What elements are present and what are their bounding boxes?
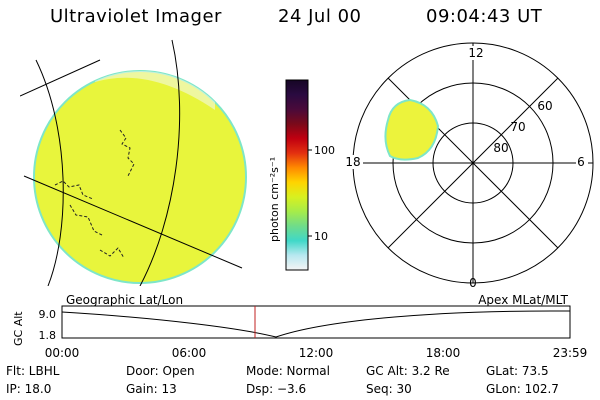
date-label: 24 Jul 00 (278, 6, 362, 27)
latitude-line (20, 59, 101, 97)
altitude-timeline: Geographic Lat/Lon Apex MLat/MLT GC Alt … (12, 293, 587, 360)
filter-info: Flt: LBHL (6, 364, 60, 378)
colorbar: 100 10 photon cm⁻²s⁻¹ (268, 79, 335, 271)
meridian-line (139, 39, 181, 286)
mlt-label-12: 12 (468, 46, 483, 60)
auroral-patch (384, 98, 440, 161)
glat-info: GLat: 73.5 (486, 364, 549, 378)
gain-info: Gain: 13 (126, 382, 177, 396)
mlt-label-0: 0 (469, 276, 477, 290)
mode-info: Mode: Normal (246, 364, 330, 378)
colorbar-unit: photon cm⁻²s⁻¹ (268, 157, 281, 242)
glon-info: GLon: 102.7 (486, 382, 559, 396)
coastlines (54, 129, 135, 259)
meridian-line (35, 59, 64, 286)
colorbar-tick: 10 (314, 230, 328, 243)
timeline-x-tick: 06:00 (172, 346, 207, 360)
timeline-x-tick: 23:59 (553, 346, 588, 360)
mlat-label-80: 80 (493, 141, 508, 155)
dayglow-edge (95, 71, 215, 110)
ip-info: IP: 18.0 (6, 382, 52, 396)
door-info: Door: Open (126, 364, 195, 378)
timeline-left-label: Geographic Lat/Lon (66, 293, 183, 307)
timeline-y-tick: 9.0 (39, 308, 57, 321)
timeline-right-label: Apex MLat/MLT (478, 293, 568, 307)
timeline-frame (61, 305, 571, 339)
gc-alt-info: GC Alt: 3.2 Re (366, 364, 450, 378)
earth-image (20, 39, 247, 286)
colorbar-tick: 100 (314, 144, 335, 157)
polar-plot: 12 18 6 0 60 70 80 (343, 42, 594, 290)
diagonal-line (387, 77, 559, 249)
mlat-label-60: 60 (537, 99, 552, 113)
mlat-label-70: 70 (510, 120, 525, 134)
mlt-label-18: 18 (345, 155, 360, 169)
timeline-x-tick: 12:00 (299, 346, 334, 360)
timeline-x-tick: 18:00 (426, 346, 461, 360)
timeline-x-tick: 00:00 (45, 346, 80, 360)
colorbar-scale (285, 79, 309, 271)
altitude-curve (61, 310, 571, 338)
timeline-y-tick: 1.8 (39, 329, 57, 342)
app-title: Ultraviolet Imager (50, 6, 222, 27)
mlt-label-6: 6 (577, 155, 585, 169)
seq-info: Seq: 30 (366, 382, 412, 396)
time-label: 09:04:43 UT (426, 6, 543, 27)
dsp-info: Dsp: −3.6 (246, 382, 307, 396)
latitude-line (23, 175, 243, 269)
timeline-y-label: GC Alt (12, 311, 25, 346)
